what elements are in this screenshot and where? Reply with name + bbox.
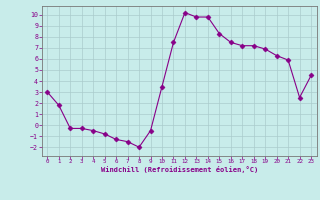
X-axis label: Windchill (Refroidissement éolien,°C): Windchill (Refroidissement éolien,°C) [100,166,258,173]
